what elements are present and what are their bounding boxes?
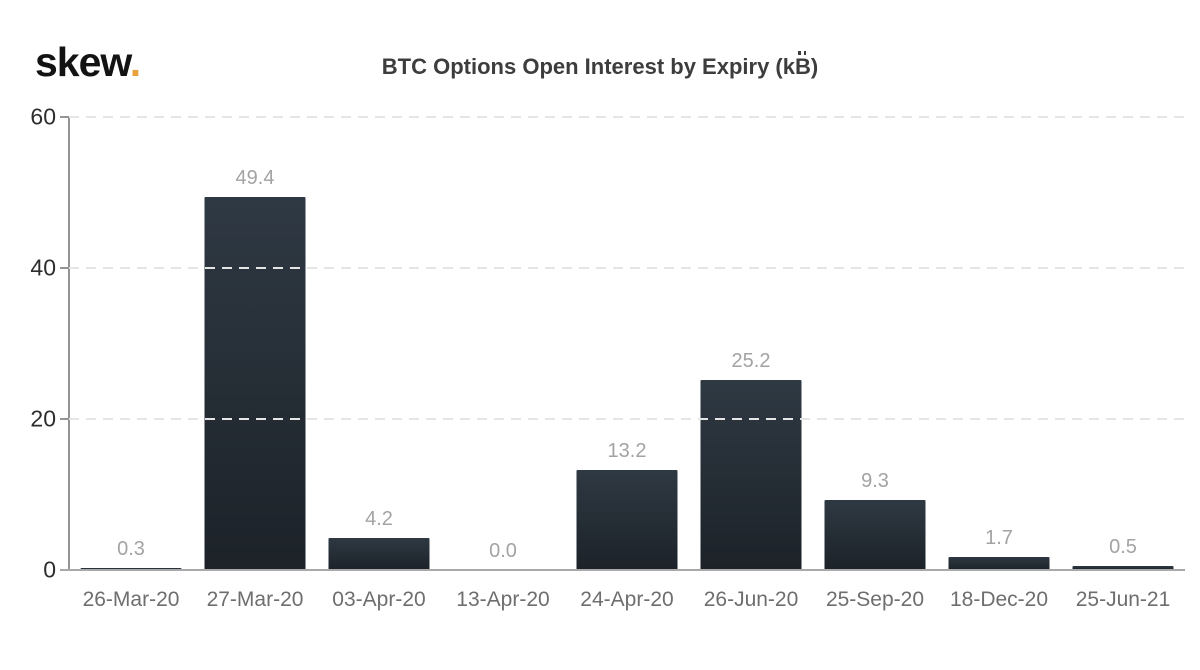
bar xyxy=(948,557,1050,570)
bar xyxy=(80,567,182,570)
y-tick-label: 40 xyxy=(30,254,56,281)
x-tick-label: 25-Sep-20 xyxy=(825,588,925,611)
chart-title: BTC Options Open Interest by Expiry (kB) xyxy=(0,50,1200,80)
bar-value-label: 9.3 xyxy=(861,469,889,492)
x-tick-label: 24-Apr-20 xyxy=(580,588,674,611)
gridline xyxy=(69,418,1185,420)
y-axis-labels: 0 20 40 60 xyxy=(0,105,56,581)
chart-title-prefix: BTC Options Open Interest by Expiry (k xyxy=(381,54,795,79)
bar xyxy=(204,197,306,570)
x-tick-label: 27-Mar-20 xyxy=(206,588,304,611)
x-axis-line xyxy=(60,569,1185,571)
axis-tick xyxy=(60,418,69,420)
bar-band: 0.3 xyxy=(69,117,193,570)
bars-container: 0.3 49.4 4.2 0.0 13.2 25.2 9.3 1.7 0.5 xyxy=(69,117,1185,570)
x-tick-label: 18-Dec-20 xyxy=(949,588,1049,611)
chart-title-suffix: ) xyxy=(810,54,819,79)
bar-value-label: 0.5 xyxy=(1109,536,1137,559)
axis-tick xyxy=(60,116,69,118)
bar-band: 4.2 xyxy=(317,117,441,570)
plot-area: 0.3 49.4 4.2 0.0 13.2 25.2 9.3 1.7 0.5 xyxy=(60,116,1185,571)
bar-band: 0.5 xyxy=(1061,117,1185,570)
brand-name: skew xyxy=(35,39,131,85)
bar xyxy=(1072,566,1174,570)
bar xyxy=(328,538,430,570)
bar-band: 0.0 xyxy=(441,117,565,570)
bitcoin-icon: B xyxy=(794,50,811,79)
y-tick-label: 20 xyxy=(30,405,56,432)
brand-logo: skew. xyxy=(35,39,141,85)
y-axis-line xyxy=(68,117,70,570)
bar-value-label: 4.2 xyxy=(365,508,393,531)
x-tick-label: 13-Apr-20 xyxy=(456,588,550,611)
x-tick-label: 03-Apr-20 xyxy=(332,588,426,611)
bar-band: 25.2 xyxy=(689,117,813,570)
gridline xyxy=(69,116,1185,118)
bar xyxy=(700,379,802,570)
bar-band: 9.3 xyxy=(813,117,937,570)
y-tick-label: 60 xyxy=(30,103,56,130)
x-tick-label: 26-Mar-20 xyxy=(82,588,180,611)
bar xyxy=(824,499,926,570)
bar-value-label: 0.3 xyxy=(117,537,145,560)
bar-value-label: 13.2 xyxy=(607,440,647,463)
gridline xyxy=(69,267,1185,269)
bar-value-label: 0.0 xyxy=(489,540,517,562)
bar-band: 13.2 xyxy=(565,117,689,570)
bar-value-label: 1.7 xyxy=(985,527,1013,550)
bar-value-label: 49.4 xyxy=(235,167,275,190)
bar xyxy=(576,470,678,570)
brand-dot: . xyxy=(129,39,141,85)
y-tick-label: 0 xyxy=(43,556,56,583)
x-tick-label: 25-Jun-21 xyxy=(1075,588,1171,611)
x-axis-labels: 26-Mar-20 27-Mar-20 03-Apr-20 13-Apr-20 24-A… xyxy=(69,587,1185,612)
bar-band: 49.4 xyxy=(193,117,317,570)
bar-band: 1.7 xyxy=(937,117,1061,570)
bar-value-label: 25.2 xyxy=(731,349,771,372)
x-tick-label: 26-Jun-20 xyxy=(703,588,799,611)
axis-tick xyxy=(60,267,69,269)
